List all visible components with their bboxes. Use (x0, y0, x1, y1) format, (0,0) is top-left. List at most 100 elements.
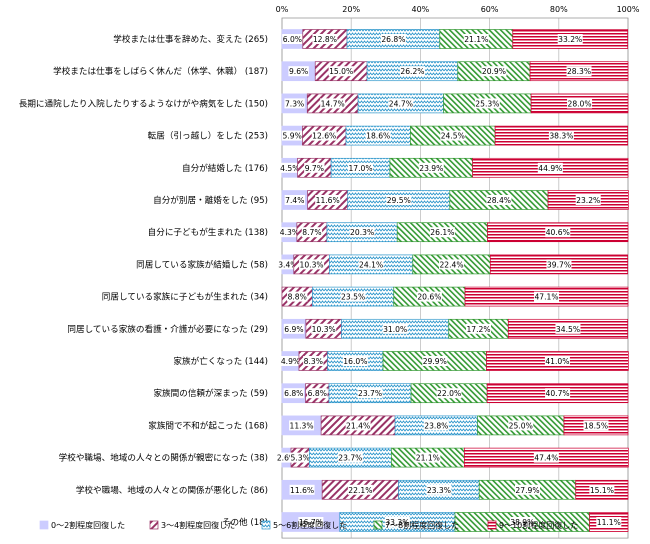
category-label: 転居（引っ越し）をした (253) (148, 130, 268, 142)
data-label: 28.4% (487, 196, 511, 205)
data-label-bg (303, 356, 324, 366)
data-label-bg (596, 517, 622, 527)
data-label: 44.9% (538, 164, 562, 173)
data-label-bg (357, 388, 383, 399)
data-label: 17.2% (466, 325, 490, 334)
category-label: 家族間の信頼が深まった (59) (153, 387, 268, 399)
data-label-bg (583, 420, 609, 431)
data-label-bg (315, 195, 341, 205)
data-label: 24.5% (441, 132, 465, 141)
data-label-bg (545, 388, 571, 399)
data-label-bg (426, 484, 452, 495)
data-label-bg (277, 259, 299, 270)
data-label: 27.9% (515, 486, 539, 495)
data-label-bg (307, 388, 328, 399)
data-label-bg (514, 484, 540, 495)
data-label: 26.2% (400, 67, 424, 76)
data-label: 10.3% (312, 325, 336, 334)
data-label: 29.5% (387, 196, 411, 205)
data-label: 24.1% (359, 260, 383, 269)
data-label-bg (546, 259, 572, 270)
category-label: 自分が結婚した (176) (182, 162, 268, 174)
data-label-bg (340, 291, 366, 302)
data-label: 40.7% (546, 389, 570, 398)
data-label-bg (548, 130, 574, 141)
data-label-bg (555, 323, 581, 334)
data-label-bg (481, 66, 507, 77)
category-label: 家族が亡くなった (144) (173, 355, 268, 367)
data-label: 23.9% (419, 164, 443, 173)
data-label: 38.9% (510, 518, 534, 527)
category-label: 学校または仕事を辞めた、変えた (265) (113, 33, 268, 45)
data-label: 23.7% (338, 454, 362, 463)
data-label-bg (342, 356, 368, 366)
data-label: 40.6% (546, 228, 570, 237)
legend: 0～2割程度回復した 3～4割程度回復した 5～6割程度回復した 7～8割程度回復した… (39, 520, 578, 530)
data-label: 20.3% (350, 228, 374, 237)
data-label: 8.3% (304, 357, 323, 366)
category-label: 自分に子どもが生まれた (138) (148, 226, 268, 238)
legend-swatch (261, 520, 271, 530)
data-label: 11.3% (289, 421, 313, 430)
data-label-bg (486, 195, 512, 205)
data-label: 6.8% (284, 389, 303, 398)
data-label-bg (534, 291, 560, 302)
data-label: 8.7% (302, 228, 321, 237)
data-label: 5.9% (283, 132, 302, 141)
data-label-bg (589, 484, 615, 495)
data-label: 18.6% (366, 132, 390, 141)
data-label: 23.5% (341, 293, 365, 302)
data-label: 4.3% (280, 228, 299, 237)
legend-label: 7～8割程度回復した (385, 520, 459, 530)
data-label-bg (311, 130, 337, 141)
data-label-bg (279, 162, 300, 173)
data-label-bg (287, 291, 308, 302)
data-label: 47.4% (534, 454, 558, 463)
data-label-bg (312, 34, 338, 44)
data-label: 14.7% (321, 99, 345, 108)
data-label: 20.9% (482, 67, 506, 76)
data-label-bg (283, 323, 305, 334)
data-label: 24.7% (389, 99, 413, 108)
data-label: 21.4% (346, 421, 370, 430)
data-label-bg (358, 259, 384, 270)
data-label: 47.1% (534, 293, 558, 302)
data-label: 6.0% (283, 35, 302, 44)
data-label: 21.1% (464, 35, 488, 44)
category-label: 学校や職場、地域の人々との関係が悪化した (86) (76, 484, 268, 496)
data-label: 4.5% (280, 164, 299, 173)
plot-border (281, 17, 629, 539)
data-label: 20.6% (417, 293, 441, 302)
data-label: 39.7% (547, 260, 571, 269)
data-label: 9.7% (305, 164, 324, 173)
data-label: 26.1% (430, 228, 454, 237)
data-label-bg (311, 323, 337, 334)
category-label: 同居している家族が結婚した (58) (136, 258, 268, 270)
legend-swatch (487, 520, 497, 530)
category-labels: 学校または仕事を辞めた、変えた (265) 学校または仕事をしばらく休んだ（休学、… (19, 33, 268, 528)
data-label-bg (279, 227, 300, 238)
data-label-bg (474, 98, 500, 109)
x-tick-label: 40% (412, 5, 430, 14)
data-label-bg (380, 34, 406, 44)
data-label: 29.9% (423, 357, 447, 366)
data-label: 28.3% (567, 67, 591, 76)
data-label-bg (508, 420, 534, 431)
category-label: 同居している家族に子どもが生まれた (34) (102, 291, 268, 303)
data-label-bg (439, 259, 465, 270)
category-label: 長期に通院したり入院したりするようなけがや病気をした (150) (19, 97, 268, 109)
data-label-bg (399, 66, 425, 77)
data-label-bg (298, 517, 324, 527)
data-label-bg (289, 420, 315, 431)
data-label-bg (348, 162, 374, 173)
data-label-bg (349, 227, 375, 238)
data-label-bg (429, 227, 455, 238)
data-label: 10.3% (300, 260, 324, 269)
data-label: 16.0% (343, 357, 367, 366)
data-label: 38.3% (549, 132, 573, 141)
x-tick-label: 0% (276, 5, 289, 14)
data-label: 11.6% (290, 486, 314, 495)
data-label-bg (416, 291, 442, 302)
data-label-bg (463, 34, 489, 44)
